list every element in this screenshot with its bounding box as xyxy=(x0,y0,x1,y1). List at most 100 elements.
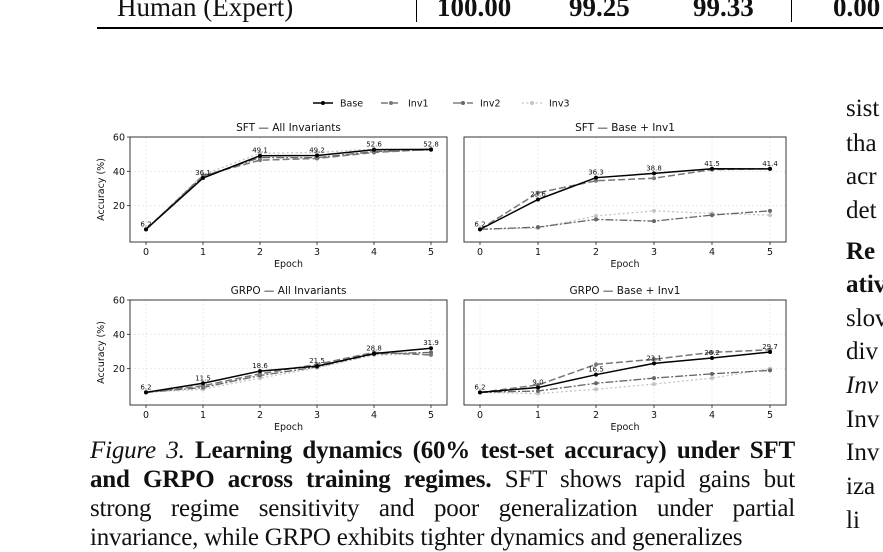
x-tick-label: 2 xyxy=(593,410,599,421)
data-label: 21.5 xyxy=(309,357,325,365)
table-divider xyxy=(416,0,417,22)
data-point xyxy=(768,166,772,171)
legend-marker xyxy=(530,101,534,105)
legend-item-base: Base xyxy=(313,99,363,110)
data-point xyxy=(144,390,148,395)
data-point xyxy=(372,150,376,155)
data-label: 26.2 xyxy=(704,349,720,357)
data-point xyxy=(768,368,772,373)
chart-title: SFT — Base + Inv1 xyxy=(575,122,675,134)
series-line-inv3 xyxy=(145,148,432,230)
data-point xyxy=(258,158,262,163)
data-point xyxy=(594,372,598,377)
data-label: 6.2 xyxy=(140,220,151,228)
x-tick-label: 1 xyxy=(535,410,541,421)
right-col-line: det xyxy=(846,197,877,224)
row-value: 0.00 xyxy=(833,0,881,22)
data-point xyxy=(429,147,433,152)
data-point xyxy=(710,166,714,171)
x-tick-label: 0 xyxy=(477,247,483,258)
data-label: 23.1 xyxy=(646,354,662,362)
legend-label: Inv3 xyxy=(549,99,570,110)
x-tick-label: 4 xyxy=(709,410,715,421)
data-point xyxy=(652,208,656,213)
chart-title: GRPO — Base + Inv1 xyxy=(570,285,681,297)
data-label: 49.1 xyxy=(252,147,268,155)
y-tick-label: 20 xyxy=(113,364,125,375)
data-point xyxy=(144,227,148,232)
data-point xyxy=(536,385,540,390)
series-line-inv3 xyxy=(479,368,771,395)
row-label: Human (Expert) xyxy=(117,0,294,22)
x-axis-label: Epoch xyxy=(274,259,303,270)
data-label: 36.3 xyxy=(588,169,604,177)
data-label: 28.8 xyxy=(366,345,382,353)
y-tick-label: 40 xyxy=(113,167,125,178)
data-label: 31.9 xyxy=(423,339,439,347)
series-line-base xyxy=(145,347,432,394)
data-point xyxy=(652,357,656,362)
x-tick-label: 5 xyxy=(767,247,773,258)
data-point xyxy=(652,219,656,224)
right-col-line: acr xyxy=(846,163,877,190)
caption-bold: Learning dynamics (60% test-set accuracy… xyxy=(90,437,795,493)
data-point xyxy=(652,376,656,381)
data-label: 41.5 xyxy=(704,160,720,168)
data-point xyxy=(710,371,714,376)
data-point xyxy=(710,350,714,355)
axes-frame xyxy=(463,136,787,243)
data-label: 52.8 xyxy=(423,140,439,148)
data-point xyxy=(594,213,598,218)
series-line-base xyxy=(479,168,771,231)
data-point xyxy=(536,190,540,195)
x-tick-label: 2 xyxy=(593,247,599,258)
series-line-inv3 xyxy=(145,353,432,394)
x-tick-label: 2 xyxy=(257,247,263,258)
legend-marker xyxy=(321,101,325,105)
data-point xyxy=(594,362,598,367)
data-point xyxy=(652,361,656,366)
x-axis-label: Epoch xyxy=(274,422,303,433)
x-tick-label: 0 xyxy=(143,247,149,258)
right-col-line: ativ xyxy=(846,271,883,298)
x-tick-label: 4 xyxy=(371,410,377,421)
data-label: 49.2 xyxy=(309,147,325,155)
data-point xyxy=(315,150,319,155)
data-point xyxy=(201,176,205,181)
legend-marker xyxy=(389,101,393,105)
x-tick-label: 5 xyxy=(428,410,434,421)
row-value: 99.25 xyxy=(569,0,630,22)
legend-label: Inv2 xyxy=(480,99,501,110)
legend-label: Base xyxy=(340,99,363,110)
data-point xyxy=(429,352,433,357)
data-label: 23.6 xyxy=(530,190,546,198)
data-label: 6.2 xyxy=(140,383,151,391)
chart-title: SFT — All Invariants xyxy=(236,122,341,134)
right-col-line: sist xyxy=(846,95,880,122)
data-label: 18.6 xyxy=(252,362,268,370)
data-label: 16.5 xyxy=(588,366,604,374)
data-label: 29.7 xyxy=(762,343,778,351)
series-line-base xyxy=(479,351,771,394)
data-point xyxy=(478,227,482,232)
row-value: 99.33 xyxy=(693,0,754,22)
right-col-line: Inv xyxy=(846,439,880,466)
data-label: 9.0 xyxy=(532,379,543,387)
x-tick-label: 4 xyxy=(371,247,377,258)
data-point xyxy=(652,382,656,387)
right-col-line: iza xyxy=(846,473,876,500)
data-label: 52.6 xyxy=(366,141,382,149)
data-label: 6.2 xyxy=(474,383,485,391)
caption-label: Figure 3. xyxy=(90,437,185,464)
data-point xyxy=(429,346,433,351)
data-point xyxy=(594,175,598,180)
right-col-line: slov xyxy=(846,305,883,332)
x-tick-label: 1 xyxy=(535,247,541,258)
x-tick-label: 5 xyxy=(767,410,773,421)
legend-marker xyxy=(461,101,465,105)
chart-panel-4: 0 1 2 3 4 5 GRPO — Base + Inv1 Epoch 6.2 9.0 16.5 2… xyxy=(463,285,787,433)
x-tick-label: 2 xyxy=(257,410,263,421)
y-tick-label: 60 xyxy=(113,133,125,144)
x-axis-label: Epoch xyxy=(610,259,639,270)
right-col-line: Inv xyxy=(846,406,880,433)
